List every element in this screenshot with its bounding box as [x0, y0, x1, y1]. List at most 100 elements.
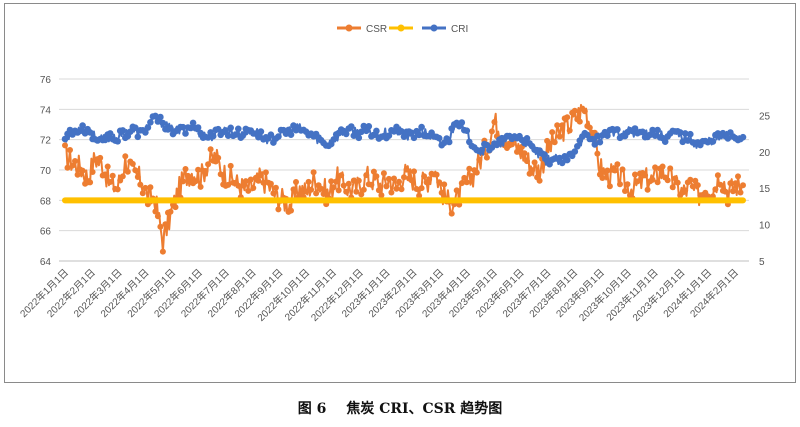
legend-cri-marker [430, 24, 438, 32]
cri-point [194, 124, 202, 131]
csr-point [433, 171, 440, 178]
cri-point [400, 133, 408, 140]
csr-point [313, 190, 320, 197]
cri-point [393, 123, 400, 131]
cri-point [571, 148, 579, 155]
csr-point [67, 147, 73, 153]
csr-point [303, 188, 310, 195]
csr-point [157, 223, 164, 230]
csr-point [611, 167, 618, 174]
cri-point [709, 138, 717, 145]
csr-point [491, 119, 498, 125]
cri-point [398, 128, 405, 135]
cri-point [86, 129, 94, 136]
csr-point [712, 186, 719, 193]
csr-point [240, 182, 247, 189]
cri-point [478, 146, 486, 154]
right-tick-label: 20 [759, 148, 771, 159]
csr-point [476, 156, 483, 163]
csr-point [137, 181, 144, 188]
csr-point [473, 169, 480, 176]
chart: CSR CRI 64 66 68 70 72 74 76 5 10 15 20 25 2022年1月… [17, 24, 771, 324]
cri-point [651, 132, 659, 139]
cri-point [385, 132, 393, 139]
csr-point [89, 169, 96, 175]
csr-point [355, 177, 362, 184]
csr-point [644, 186, 651, 193]
cri-point [365, 123, 373, 130]
csr-point [380, 170, 387, 177]
csr-point [524, 158, 530, 165]
legend-flat-marker [397, 24, 405, 32]
csr-point [147, 184, 154, 191]
cri-point [415, 131, 423, 139]
csr-point [732, 180, 739, 187]
cri-point [159, 119, 167, 127]
cri-point [541, 151, 548, 158]
csr-point [79, 167, 86, 174]
csr-point [516, 148, 523, 155]
csr-point [335, 187, 342, 194]
cri-point [227, 124, 234, 132]
csr-point [225, 181, 232, 188]
csr-point [353, 188, 360, 195]
csr-point [388, 189, 395, 196]
legend-csr-label: CSR [366, 24, 387, 35]
csr-point [217, 171, 224, 178]
csr-point [328, 178, 335, 185]
left-tick-label: 64 [40, 257, 52, 268]
csr-point [408, 177, 415, 184]
cri-point [167, 125, 174, 132]
csr-point [694, 182, 701, 189]
csr-point [358, 191, 365, 198]
csr-point [418, 185, 425, 192]
cri-point [179, 123, 187, 131]
csr-point [682, 187, 689, 194]
cri-point [639, 128, 646, 136]
cri-point [594, 132, 601, 140]
cri-point [458, 119, 466, 126]
csr-point [604, 167, 611, 174]
csr-point [622, 188, 628, 194]
csr-point [521, 150, 528, 157]
cri-series [61, 112, 747, 168]
csr-point [509, 141, 515, 148]
cri-point [614, 126, 621, 133]
csr-point [421, 173, 428, 180]
csr-point [737, 189, 744, 196]
csr-point [401, 174, 407, 181]
csr-point [416, 192, 423, 199]
cri-point [355, 134, 363, 142]
csr-point [436, 179, 443, 186]
csr-point [403, 166, 410, 173]
csr-point [549, 129, 556, 136]
x-axis: 2022年1月1日2022年2月1日2022年3月1日2022年4月1日2022… [17, 260, 749, 324]
cri-point [649, 126, 656, 134]
x-tick-label: 2022年1月1日 [17, 266, 71, 320]
cri-point [342, 130, 350, 138]
csr-point [619, 166, 626, 173]
csr-point [664, 177, 671, 184]
csr-point [250, 185, 257, 191]
csr-point [687, 176, 694, 183]
csr-point [242, 178, 249, 185]
csr-point [245, 187, 252, 194]
csr-point [172, 204, 179, 211]
csr-point [529, 167, 536, 174]
csr-point [275, 206, 282, 213]
csr-point [142, 184, 149, 191]
csr-point [247, 176, 254, 183]
csr-series [62, 103, 746, 255]
csr-point [72, 158, 78, 164]
cri-point [408, 129, 415, 137]
csr-point [122, 153, 129, 160]
cri-point [348, 123, 355, 130]
cri-point [209, 132, 217, 140]
csr-point [69, 162, 76, 169]
cri-point [224, 132, 232, 139]
csr-point [448, 210, 455, 217]
chart-legend: CSR CRI [337, 24, 468, 35]
cri-point [739, 133, 747, 141]
cri-point [152, 112, 159, 120]
csr-point [606, 183, 613, 190]
